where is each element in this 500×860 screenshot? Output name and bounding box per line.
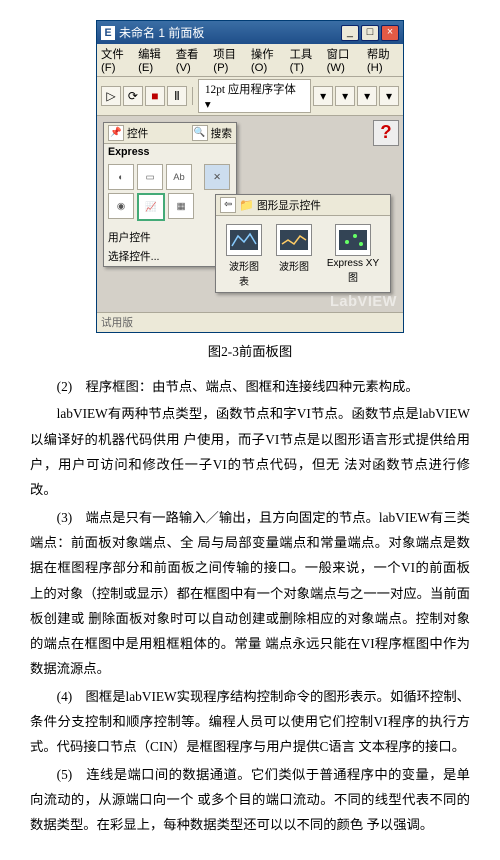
- waveform-chart-icon: [226, 224, 262, 256]
- subpalette-header: ⇦ 📁 图形显示控件: [216, 195, 390, 216]
- menu-file[interactable]: 文件(F): [101, 46, 132, 74]
- app-icon: E: [101, 26, 115, 40]
- palette-item[interactable]: ▦: [168, 193, 194, 219]
- palette-item[interactable]: ▭: [137, 164, 163, 190]
- paragraph-3: (3) 端点是只有一路输入／输出，且方向固定的节点。labVIEW有三类端点：前…: [30, 505, 470, 682]
- minimize-button[interactable]: _: [341, 25, 359, 41]
- back-button[interactable]: ⇦: [220, 197, 236, 213]
- font-selector[interactable]: 12pt 应用程序字体 ▾: [198, 79, 311, 113]
- window-titlebar: E 未命名 1 前面板 _ □ ×: [97, 21, 403, 44]
- pause-button[interactable]: Ⅱ: [167, 86, 187, 106]
- figure-caption: 图2-3前面板图: [30, 341, 470, 360]
- menu-window[interactable]: 窗口(W): [327, 46, 361, 74]
- font-label: 12pt 应用程序字体: [205, 84, 296, 96]
- front-panel-canvas[interactable]: ? 📌 控件 🔍 搜索 Express ◐ ▭ Ab ✕ ◉: [97, 116, 403, 312]
- item-label: Express XY图: [326, 258, 380, 284]
- status-right: [396, 315, 399, 330]
- menu-operate[interactable]: 操作(O): [251, 46, 284, 74]
- labview-screenshot: E 未命名 1 前面板 _ □ × 文件(F) 编辑(E) 查看(V) 项目(P…: [96, 20, 404, 333]
- palette-item[interactable]: ◉: [108, 193, 134, 219]
- palette-header: 📌 控件 🔍 搜索: [104, 123, 236, 144]
- xy-graph-item[interactable]: Express XY图: [326, 224, 380, 288]
- chevron-down-icon: ▾: [205, 99, 211, 111]
- run-button[interactable]: ▷: [101, 86, 121, 106]
- palette-item[interactable]: ✕: [204, 164, 230, 190]
- graph-controls-palette: ⇦ 📁 图形显示控件 波形图表 波形图 Express XY图: [215, 194, 391, 293]
- menu-help[interactable]: 帮助(H): [367, 46, 399, 74]
- close-button[interactable]: ×: [381, 25, 399, 41]
- palette-title: 控件: [127, 126, 148, 141]
- reorder-button[interactable]: ▾: [379, 86, 399, 106]
- item-label: 波形图表: [226, 258, 262, 288]
- menu-view[interactable]: 查看(V): [176, 46, 208, 74]
- waveform-graph-item[interactable]: 波形图: [276, 224, 312, 288]
- palette-item[interactable]: 📈: [137, 193, 165, 221]
- menu-edit[interactable]: 编辑(E): [138, 46, 170, 74]
- menu-bar: 文件(F) 编辑(E) 查看(V) 项目(P) 操作(O) 工具(T) 窗口(W…: [97, 44, 403, 77]
- stop-button[interactable]: ■: [145, 86, 165, 106]
- window-title: 未命名 1 前面板: [119, 24, 341, 41]
- subpalette-items: 波形图表 波形图 Express XY图: [216, 216, 390, 292]
- search-label: 搜索: [211, 126, 232, 141]
- item-label: 波形图: [276, 258, 312, 273]
- maximize-button[interactable]: □: [361, 25, 379, 41]
- search-icon[interactable]: 🔍: [192, 125, 208, 141]
- status-bar: 试用版: [97, 312, 403, 332]
- status-left: 试用版: [101, 315, 133, 330]
- waveform-chart-item[interactable]: 波形图表: [226, 224, 262, 288]
- subpalette-title: 图形显示控件: [257, 198, 321, 213]
- paragraph-4: (4) 图框是labVIEW实现程序结构控制命令的图形表示。如循环控制、条件分支…: [30, 684, 470, 760]
- palette-pin-button[interactable]: 📌: [108, 125, 124, 141]
- align-button[interactable]: ▾: [313, 86, 333, 106]
- resize-button[interactable]: ▾: [357, 86, 377, 106]
- run-continuous-button[interactable]: ⟳: [123, 86, 143, 106]
- toolbar: ▷ ⟳ ■ Ⅱ 12pt 应用程序字体 ▾ ▾ ▾ ▾ ▾: [97, 77, 403, 116]
- xy-graph-icon: [335, 224, 371, 256]
- menu-project[interactable]: 项目(P): [213, 46, 245, 74]
- labview-watermark: LabVIEW: [330, 294, 397, 310]
- palette-item[interactable]: Ab: [166, 164, 192, 190]
- paragraph-5: (5) 连线是端口间的数据通道。它们类似于普通程序中的变量，是单向流动的，从源端…: [30, 762, 470, 838]
- window-buttons: _ □ ×: [341, 25, 399, 41]
- folder-icon: 📁: [239, 198, 254, 212]
- palette-category: Express: [104, 144, 236, 160]
- waveform-graph-icon: [276, 224, 312, 256]
- toolbar-separator: [192, 87, 193, 105]
- paragraph-2-body: labVIEW有两种节点类型，函数节点和字VI节点。函数节点是labVIEW以编…: [30, 401, 470, 502]
- context-help-icon[interactable]: ?: [373, 120, 399, 146]
- distribute-button[interactable]: ▾: [335, 86, 355, 106]
- paragraph-2-lead: (2) 程序框图：由节点、端点、图框和连接线四种元素构成。: [30, 374, 470, 399]
- menu-tools[interactable]: 工具(T): [290, 46, 321, 74]
- palette-item[interactable]: ◐: [108, 164, 134, 190]
